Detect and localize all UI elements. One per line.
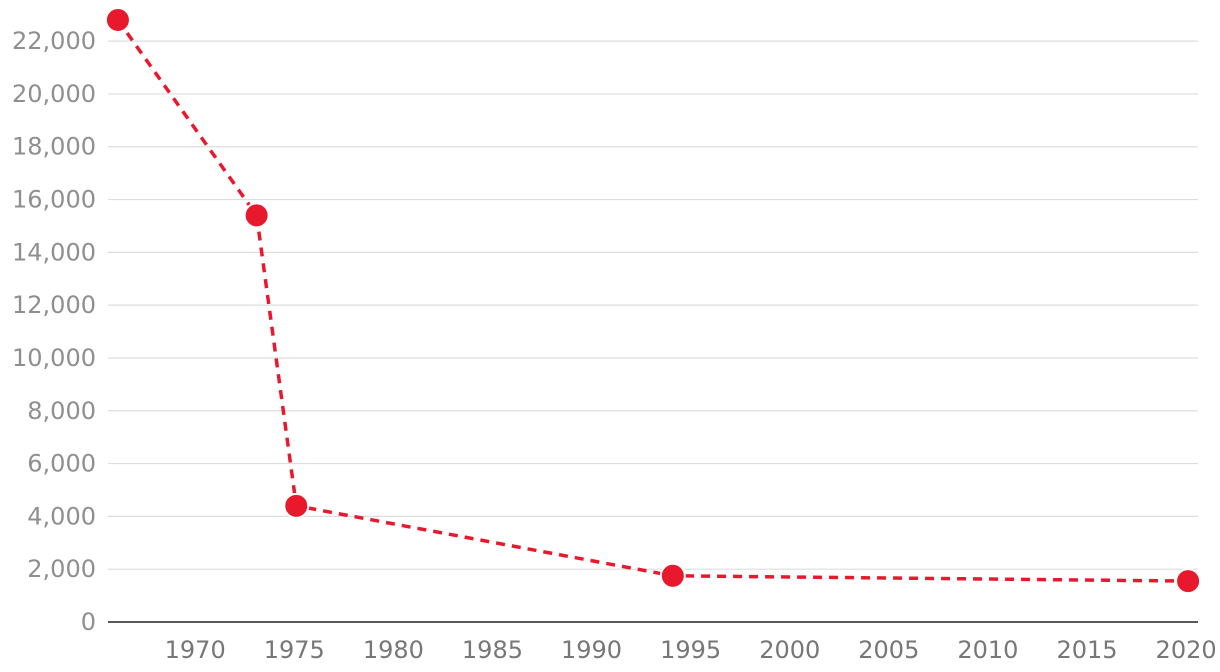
series-1-point <box>283 492 310 519</box>
y-tick-label: 14,000 <box>12 238 96 266</box>
series-layer <box>104 7 1202 595</box>
y-tick-label: 4,000 <box>27 502 96 530</box>
y-tick-label: 0 <box>81 608 96 636</box>
x-tick-label: 1995 <box>660 636 721 664</box>
x-tick-label: 2010 <box>957 636 1018 664</box>
series-1-line <box>116 18 1189 583</box>
x-tick-label: 2020 <box>1156 636 1217 664</box>
series-1-point <box>243 202 270 229</box>
x-tick-label: 1970 <box>165 636 226 664</box>
y-tick-label: 18,000 <box>12 133 96 161</box>
series-1-point <box>1175 568 1202 595</box>
grid-layer <box>108 40 1198 570</box>
x-tick-label: 2000 <box>759 636 820 664</box>
y-tick-label: 8,000 <box>27 397 96 425</box>
y-tick-label: 10,000 <box>12 344 96 372</box>
x-tick-label: 2015 <box>1056 636 1117 664</box>
x-tick-label: 1985 <box>462 636 523 664</box>
x-tick-label: 1975 <box>264 636 325 664</box>
y-tick-label: 2,000 <box>27 555 96 583</box>
y-tick-label: 6,000 <box>27 450 96 478</box>
series-1-point <box>659 562 686 589</box>
x-tick-label: 2005 <box>858 636 919 664</box>
y-tick-label: 12,000 <box>12 291 96 319</box>
y-tick-label: 22,000 <box>12 27 96 55</box>
axis-layer: 0 2,000 4,000 6,000 8,000 10,000 12,000 14,000 1… <box>12 27 1217 664</box>
x-tick-label: 1990 <box>561 636 622 664</box>
x-tick-label: 1980 <box>363 636 424 664</box>
y-tick-label: 16,000 <box>12 186 96 214</box>
series-1-point <box>104 7 131 33</box>
y-tick-label: 20,000 <box>12 80 96 108</box>
